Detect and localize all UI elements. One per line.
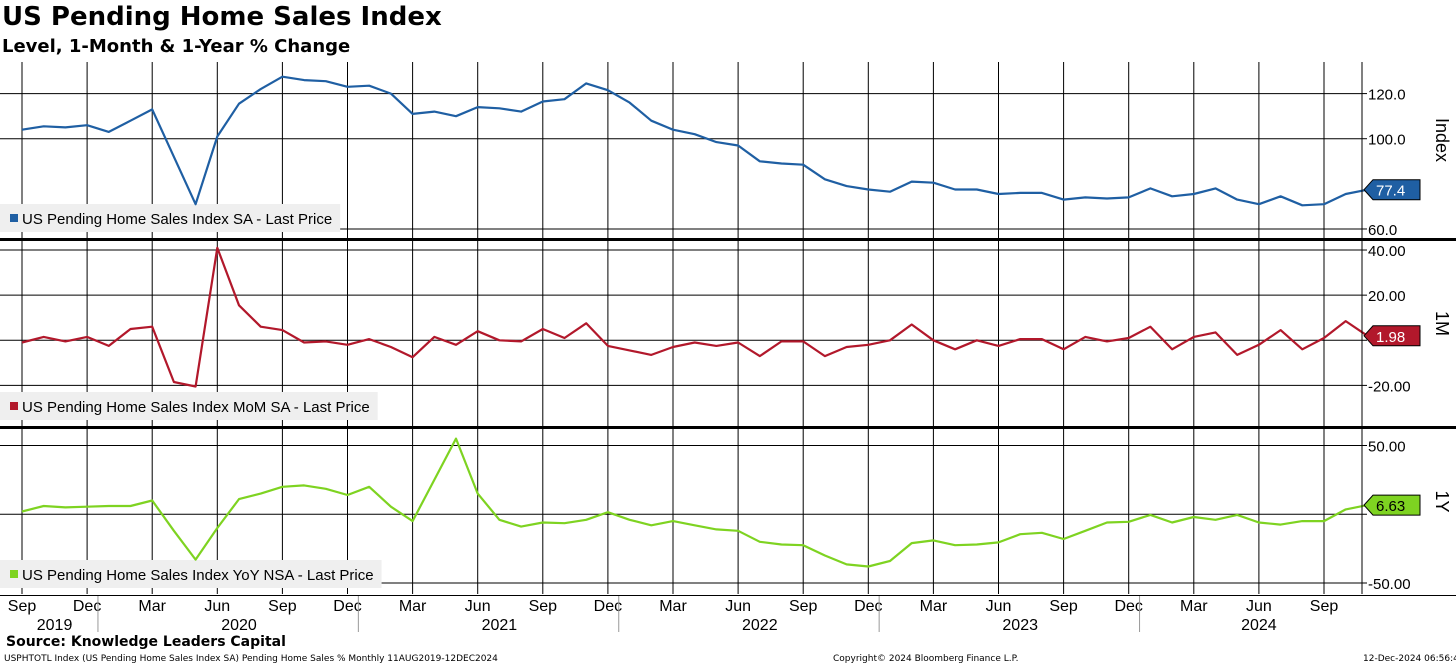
axis-title: 1M xyxy=(1432,311,1452,336)
x-tick-label: Sep xyxy=(268,598,297,615)
legend-box xyxy=(0,392,378,420)
legend-swatch xyxy=(10,214,18,222)
series-line xyxy=(21,437,1368,568)
x-tick-label: Jun xyxy=(986,598,1012,615)
x-tick-label: Sep xyxy=(529,598,558,615)
source-note: Source: Knowledge Leaders Capital xyxy=(6,634,286,650)
x-tick-label: Sep xyxy=(8,598,37,615)
last-price-label: 6.63 xyxy=(1376,498,1405,515)
x-year-label: 2023 xyxy=(1002,617,1038,634)
last-price-tag xyxy=(1363,494,1421,516)
x-year-label: 2021 xyxy=(482,617,518,634)
legend-label: US Pending Home Sales Index YoY NSA - La… xyxy=(22,567,374,584)
chart-title: US Pending Home Sales Index xyxy=(2,2,442,32)
x-tick-label: Jun xyxy=(725,598,751,615)
x-tick-label: Dec xyxy=(1114,598,1142,615)
x-tick-label: Mar xyxy=(138,598,166,615)
last-price-label: 77.4 xyxy=(1376,183,1405,200)
footer-timestamp: 12-Dec-2024 06:56:47 xyxy=(1363,654,1456,664)
x-year-label: 2022 xyxy=(742,617,778,634)
x-tick-label: Dec xyxy=(333,598,361,615)
x-year-label: 2020 xyxy=(221,617,257,634)
axis-title: Index xyxy=(1432,118,1452,162)
legend-box xyxy=(0,560,382,588)
series-line xyxy=(21,246,1369,388)
x-year-label: 2019 xyxy=(37,617,73,634)
last-price-tag xyxy=(1363,179,1421,201)
y-tick-label: 120.0 xyxy=(1368,87,1406,104)
footer-copyright: Copyright© 2024 Bloomberg Finance L.P. xyxy=(833,654,1019,664)
x-tick-label: Dec xyxy=(594,598,622,615)
x-tick-label: Sep xyxy=(789,598,818,615)
x-tick-label: Mar xyxy=(920,598,948,615)
y-tick-label: 100.0 xyxy=(1368,132,1406,149)
legend-swatch xyxy=(10,570,18,578)
x-year-label: 2024 xyxy=(1241,617,1277,634)
x-tick-label: Jun xyxy=(204,598,230,615)
x-tick-label: Mar xyxy=(659,598,687,615)
y-tick-label: 40.00 xyxy=(1368,243,1406,260)
y-tick-label: 60.0 xyxy=(1368,222,1397,239)
x-tick-label: Mar xyxy=(399,598,427,615)
y-tick-label: 20.00 xyxy=(1368,288,1406,305)
series-line xyxy=(21,75,1368,207)
x-tick-label: Dec xyxy=(854,598,882,615)
chart-subtitle: Level, 1-Month & 1-Year % Change xyxy=(2,36,351,57)
footer-series-info: USPHTOTL Index (US Pending Home Sales In… xyxy=(4,654,498,664)
legend-swatch xyxy=(10,402,18,410)
y-tick-label: -50.00 xyxy=(1368,576,1411,593)
x-tick-label: Sep xyxy=(1049,598,1078,615)
x-tick-label: Jun xyxy=(1246,598,1272,615)
y-tick-label: 50.00 xyxy=(1368,439,1406,456)
axis-title: 1Y xyxy=(1432,490,1452,512)
last-price-label: 1.98 xyxy=(1376,329,1405,346)
x-tick-label: Sep xyxy=(1310,598,1339,615)
legend-box xyxy=(0,204,341,232)
last-price-tag xyxy=(1363,325,1421,347)
legend-label: US Pending Home Sales Index SA - Last Pr… xyxy=(22,211,332,228)
x-tick-label: Mar xyxy=(1180,598,1208,615)
x-tick-label: Dec xyxy=(73,598,101,615)
legend-label: US Pending Home Sales Index MoM SA - Las… xyxy=(22,399,370,416)
y-tick-label: -20.00 xyxy=(1368,378,1411,395)
x-tick-label: Jun xyxy=(465,598,491,615)
